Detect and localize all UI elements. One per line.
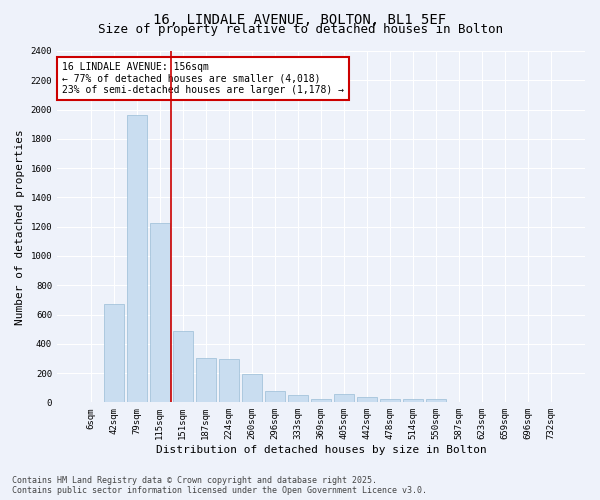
Bar <box>380 398 400 402</box>
Bar <box>127 116 146 403</box>
Bar <box>288 395 308 402</box>
Bar <box>219 359 239 403</box>
Bar <box>104 304 124 402</box>
Text: 16 LINDALE AVENUE: 156sqm
← 77% of detached houses are smaller (4,018)
23% of se: 16 LINDALE AVENUE: 156sqm ← 77% of detac… <box>62 62 344 94</box>
Text: 16, LINDALE AVENUE, BOLTON, BL1 5EF: 16, LINDALE AVENUE, BOLTON, BL1 5EF <box>154 12 446 26</box>
Text: Contains HM Land Registry data © Crown copyright and database right 2025.
Contai: Contains HM Land Registry data © Crown c… <box>12 476 427 495</box>
Bar <box>357 397 377 402</box>
Bar <box>242 374 262 402</box>
Bar <box>403 398 423 402</box>
Bar <box>196 358 215 403</box>
Bar <box>150 223 170 402</box>
Y-axis label: Number of detached properties: Number of detached properties <box>15 129 25 324</box>
Bar <box>334 394 354 402</box>
X-axis label: Distribution of detached houses by size in Bolton: Distribution of detached houses by size … <box>155 445 487 455</box>
Text: Size of property relative to detached houses in Bolton: Size of property relative to detached ho… <box>97 22 503 36</box>
Bar <box>265 390 284 402</box>
Bar <box>311 398 331 402</box>
Bar <box>173 330 193 402</box>
Bar <box>426 400 446 402</box>
